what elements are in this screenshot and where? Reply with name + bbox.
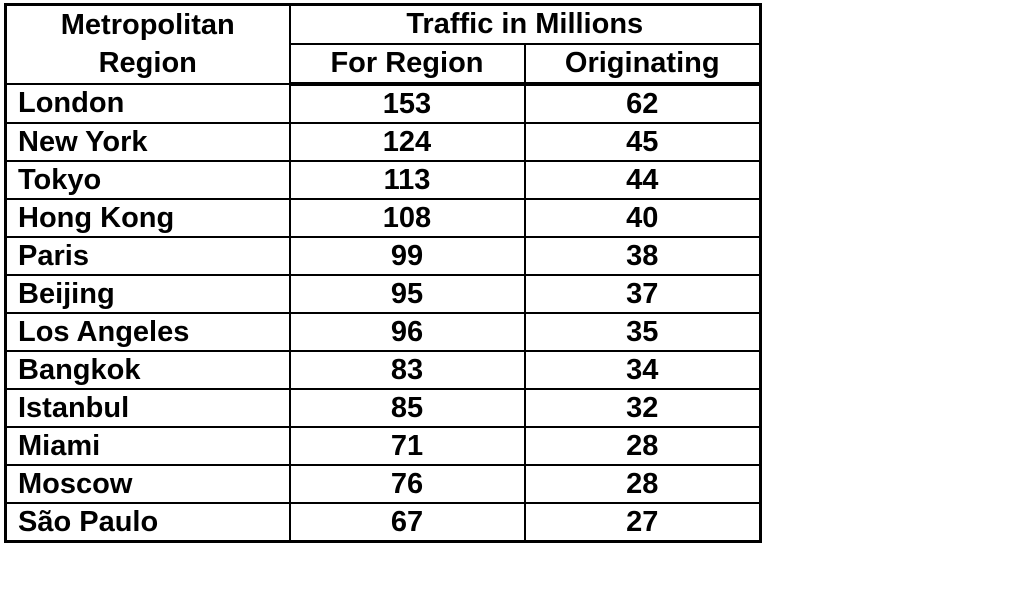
cell-for-region: 76 [288, 464, 526, 504]
column-header-for-region: For Region [288, 43, 526, 86]
cell-for-region: 71 [288, 426, 526, 466]
cell-region: Paris [4, 236, 291, 276]
header-row-top: Metropolitan Region Traffic in Millions [4, 3, 762, 85]
table-row: São Paulo 67 27 [4, 502, 762, 543]
cell-originating: 34 [523, 350, 762, 390]
table-header: Metropolitan Region Traffic in Millions F… [4, 3, 762, 86]
column-header-region-line: Metropolitan [60, 8, 235, 41]
table-row: New York 124 45 [4, 122, 762, 162]
traffic-table-container: Metropolitan Region Traffic in Millions F… [4, 3, 762, 543]
cell-for-region: 108 [288, 198, 526, 238]
cell-region: Istanbul [4, 388, 291, 428]
cell-region: New York [4, 122, 291, 162]
table-row: Tokyo 113 44 [4, 160, 762, 200]
cell-for-region: 113 [288, 160, 526, 200]
cell-originating: 38 [523, 236, 762, 276]
table-row: Moscow 76 28 [4, 464, 762, 504]
table-row: Hong Kong 108 40 [4, 198, 762, 238]
cell-for-region: 95 [288, 274, 526, 314]
table-row: Bangkok 83 34 [4, 350, 762, 390]
cell-for-region: 153 [288, 83, 526, 124]
cell-region: Los Angeles [4, 312, 291, 352]
table-row: London 153 62 [4, 83, 762, 124]
column-header-region-line: Region [98, 46, 197, 79]
cell-region: Hong Kong [4, 198, 291, 238]
cell-region: Beijing [4, 274, 291, 314]
cell-originating: 62 [523, 83, 762, 124]
cell-region: Bangkok [4, 350, 291, 390]
cell-originating: 28 [523, 464, 762, 504]
cell-originating: 28 [523, 426, 762, 466]
table-body: London 153 62 New York 124 45 Tokyo 113 44 Hong K… [4, 83, 762, 543]
table-row: Miami 71 28 [4, 426, 762, 466]
cell-for-region: 96 [288, 312, 526, 352]
cell-region: Moscow [4, 464, 291, 504]
cell-originating: 45 [523, 122, 762, 162]
cell-region: Miami [4, 426, 291, 466]
table-row: Los Angeles 96 35 [4, 312, 762, 352]
cell-for-region: 67 [288, 502, 526, 543]
cell-originating: 35 [523, 312, 762, 352]
cell-for-region: 83 [288, 350, 526, 390]
header-row-sub: For Region Originating [6, 43, 762, 86]
cell-region: São Paulo [4, 502, 291, 543]
traffic-table: Metropolitan Region Traffic in Millions F… [4, 3, 762, 543]
cell-for-region: 85 [288, 388, 526, 428]
cell-originating: 37 [523, 274, 762, 314]
cell-region: Tokyo [4, 160, 291, 200]
column-header-region: Metropolitan Region [4, 3, 291, 85]
table-row: Istanbul 85 32 [4, 388, 762, 428]
cell-region: London [4, 83, 291, 124]
table-row: Beijing 95 37 [4, 274, 762, 314]
cell-originating: 44 [523, 160, 762, 200]
table-row: Paris 99 38 [4, 236, 762, 276]
cell-originating: 32 [523, 388, 762, 428]
cell-for-region: 99 [288, 236, 526, 276]
cell-originating: 40 [523, 198, 762, 238]
column-group-header-traffic: Traffic in Millions [288, 3, 762, 45]
cell-originating: 27 [523, 502, 762, 543]
column-header-originating: Originating [523, 43, 762, 86]
cell-for-region: 124 [288, 122, 526, 162]
